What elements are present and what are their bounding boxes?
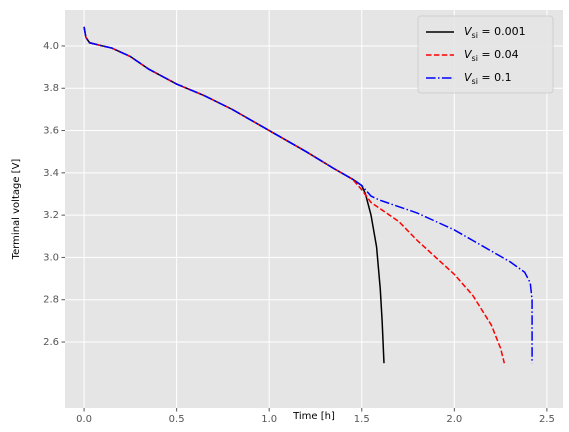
y-tick-label: 4.0 xyxy=(43,41,59,52)
x-tick-label: 0.5 xyxy=(169,414,185,425)
legend-label: Vsi = 0.1 xyxy=(464,71,512,86)
y-tick-label: 3.8 xyxy=(43,83,59,94)
legend-label: Vsi = 0.04 xyxy=(464,48,519,63)
x-tick-label: 1.0 xyxy=(261,414,277,425)
x-tick-label: 1.5 xyxy=(354,414,370,425)
legend-box xyxy=(417,15,554,94)
series-line xyxy=(83,26,533,364)
x-tick-label: 2.0 xyxy=(446,414,462,425)
y-tick-label: 2.8 xyxy=(43,295,59,306)
x-tick-label: 0.0 xyxy=(76,414,92,425)
x-tick-label: 2.5 xyxy=(539,414,555,425)
y-axis-label: Terminal voltage [V] xyxy=(11,159,22,261)
y-tick-label: 3.2 xyxy=(43,210,59,221)
legend-label: Vsi = 0.001 xyxy=(464,25,526,40)
x-axis-label: Time [h] xyxy=(292,411,335,422)
y-tick-label: 2.6 xyxy=(43,337,59,348)
y-tick-label: 3.6 xyxy=(43,126,59,137)
y-tick-label: 3.4 xyxy=(43,168,59,179)
y-tick-label: 3.0 xyxy=(43,252,59,263)
